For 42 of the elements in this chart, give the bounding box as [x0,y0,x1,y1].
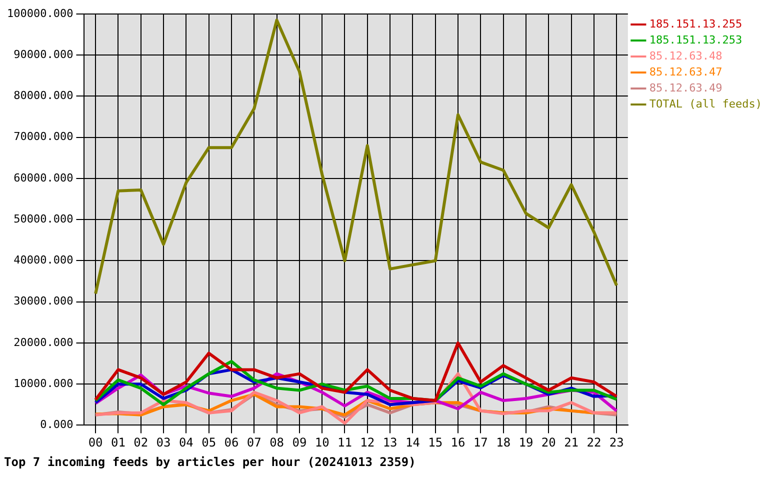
y-tick-label: 60000.000 [14,171,74,184]
x-tick-label: 07 [246,436,262,450]
legend-label: 85.12.63.49 [649,81,722,94]
y-tick-label: 20000.000 [14,336,74,349]
x-tick-label: 00 [88,436,103,450]
x-tick-label: 19 [518,436,534,450]
y-tick-label: 80000.000 [14,89,74,102]
y-tick-label: 100000.000 [6,6,74,20]
y-tick-label: 40000.000 [14,254,74,267]
x-tick-label: 12 [360,436,375,450]
x-tick-label: 18 [496,436,511,450]
x-tick-label: 06 [224,436,239,450]
y-tick-label: 30000.000 [14,294,74,308]
y-tick-label: 50000.000 [14,212,74,226]
x-tick-label: 01 [110,436,126,450]
legend-label: 185.151.13.255 [649,17,742,30]
x-tick-label: 13 [382,436,398,450]
text: Top 7 incoming feeds by articles per hour (20241013 2359) [4,454,416,469]
x-tick-label: 03 [156,436,171,450]
x-tick-label: 22 [586,436,602,450]
x-tick-label: 14 [405,436,420,450]
legend-label: TOTAL (all feeds) [649,97,762,110]
x-tick-label: 11 [338,436,352,450]
x-tick-label: 23 [609,436,624,450]
y-tick-label: 10000.000 [14,376,74,390]
x-tick-label: 17 [473,436,488,450]
y-tick-label: 90000.000 [14,48,74,61]
legend-label: 185.151.13.253 [649,33,742,46]
x-tick-label: 02 [134,436,148,450]
y-tick-label: 0.000 [40,418,74,432]
legend-label: 85.12.63.48 [649,49,722,62]
x-tick-label: 20 [541,436,556,450]
x-tick-label: 05 [202,436,216,450]
x-tick-label: 21 [564,436,579,450]
x-tick-label: 15 [428,436,443,450]
x-tick-label: 04 [178,436,194,450]
x-tick-label: 16 [450,436,466,450]
y-tick-label: 70000.000 [14,130,74,144]
legend-label: 85.12.63.47 [649,65,722,78]
x-tick-label: 09 [292,436,307,450]
x-tick-label: 08 [270,436,284,450]
x-tick-label: 10 [314,436,330,450]
